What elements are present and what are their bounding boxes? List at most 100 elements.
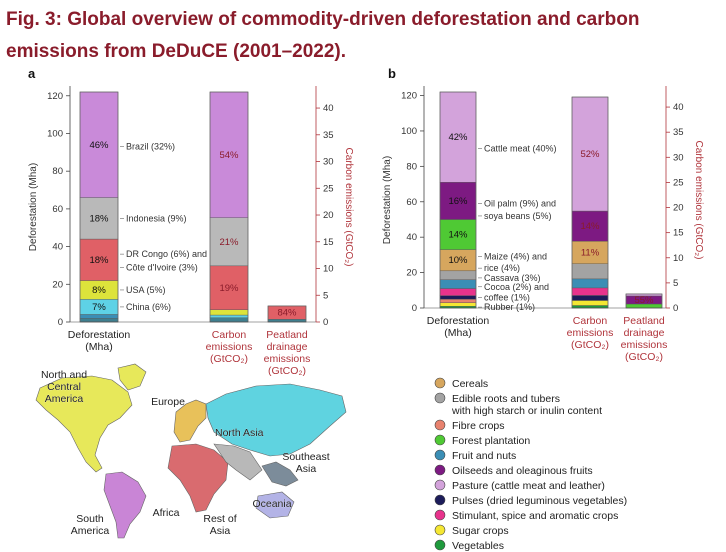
map-oceania — [255, 491, 295, 519]
map-southeast-asia — [261, 461, 299, 487]
bar-data-label: 21% — [219, 237, 239, 248]
x-category-label: emissions — [264, 353, 311, 365]
x-category-label: (GtCO₂) — [625, 351, 663, 363]
legend-label: Pasture (cattle meat and leather) — [452, 480, 605, 492]
legend-swatch — [434, 479, 446, 491]
bar-segment — [571, 210, 609, 242]
bar-segment — [439, 288, 477, 296]
legend-swatch — [434, 377, 446, 389]
figure-title: Fig. 3: Global overview of commodity-dri… — [6, 9, 640, 62]
x-category-label: Deforestation — [427, 315, 490, 327]
y-axis-title: Deforestation (Mha) — [28, 163, 39, 251]
annotation-label: China (6%) — [126, 302, 171, 312]
y2-tick-label: 20 — [323, 210, 334, 221]
legend-label: Sugar crops — [452, 525, 509, 537]
x-category-label: drainage — [267, 341, 308, 353]
bar-segment — [209, 317, 249, 323]
bar-data-label: 14% — [580, 221, 600, 232]
bar-segment — [79, 318, 119, 323]
legend-swatch — [434, 509, 446, 521]
bar-data-label: 84% — [277, 308, 297, 319]
legend-label: Oilseeds and oleaginous fruits — [452, 465, 593, 477]
bar-segment — [209, 217, 249, 267]
x-category-label: Deforestation — [68, 329, 131, 341]
x-category-label: Carbon — [573, 315, 608, 327]
map-region-label: Rest of — [203, 513, 236, 525]
bar-data-label: 8% — [92, 285, 106, 296]
bar-segment — [439, 298, 477, 303]
map-rest-of-asia — [213, 443, 263, 481]
y-tick-label: 60 — [52, 204, 63, 215]
y-tick-label: 60 — [406, 197, 417, 208]
legend-label: Fruit and nuts — [452, 450, 516, 462]
bar-data-label: 16% — [448, 196, 468, 207]
y2-axis-title: Carbon emissions (GtCO₂) — [693, 141, 704, 260]
x-category-label: emissions — [567, 327, 614, 339]
map-greenland — [117, 363, 147, 391]
map-region-label: South — [76, 513, 104, 525]
map-north-asia — [205, 383, 347, 457]
legend-swatch — [434, 539, 446, 551]
map-south-america — [103, 471, 147, 539]
y-tick-label: 120 — [401, 91, 417, 102]
bar-data-label: 42% — [448, 132, 468, 143]
legend-label: Fibre crops — [452, 420, 505, 432]
legend-label: Forest plantation — [452, 435, 530, 447]
annotation-label: soya beans (5%) — [484, 211, 552, 221]
annotation-label: Brazil (32%) — [126, 142, 175, 152]
y2-tick-label: 35 — [673, 127, 684, 138]
bar-segment — [79, 314, 119, 319]
map-region-label: Asia — [296, 463, 317, 475]
y2-tick-label: 25 — [323, 183, 334, 194]
bar-segment — [571, 300, 609, 306]
legend-swatch — [434, 449, 446, 461]
map-region-label: America — [71, 525, 110, 537]
y-tick-label: 40 — [52, 242, 63, 253]
y2-tick-label: 5 — [323, 290, 328, 301]
bar-segment — [209, 91, 249, 218]
x-category-label: drainage — [624, 327, 665, 339]
legend-label: Pulses (dried leguminous vegetables) — [452, 495, 627, 507]
legend-swatch — [434, 419, 446, 431]
x-category-label: (GtCO₂) — [571, 339, 609, 351]
bar-segment — [439, 182, 477, 220]
y2-tick-label: 15 — [673, 228, 684, 239]
y2-tick-label: 40 — [673, 102, 684, 113]
bar-segment — [267, 319, 307, 323]
y2-tick-label: 15 — [323, 237, 334, 248]
legend-label: Vegetables — [452, 540, 504, 552]
legend-swatch — [434, 464, 446, 476]
x-category-label: emissions — [206, 341, 253, 353]
map-region-label: America — [45, 393, 84, 405]
map-region-label: Oceania — [252, 498, 291, 510]
y2-tick-label: 30 — [673, 152, 684, 163]
annotation-label: coffee (1%) — [484, 292, 530, 302]
x-category-label: Peatland — [623, 315, 665, 327]
y2-tick-label: 10 — [323, 264, 334, 275]
annotation-label: Indonesia (9%) — [126, 213, 187, 223]
y2-axis-title: Carbon emissions (GtCO₂) — [343, 148, 354, 267]
y-tick-label: 100 — [401, 126, 417, 137]
bar-segment — [79, 91, 119, 198]
bar-segment — [571, 263, 609, 280]
x-category-label: (Mha) — [444, 327, 471, 339]
bar-data-label: 55% — [634, 295, 654, 306]
map-region-label: Europe — [151, 396, 185, 408]
bar-segment — [439, 279, 477, 289]
bar-segment — [209, 309, 249, 316]
panel-letter: a — [28, 66, 36, 81]
y-tick-label: 100 — [47, 128, 63, 139]
x-category-label: (GtCO₂) — [210, 353, 248, 365]
bar-data-label: 14% — [448, 230, 468, 241]
y2-tick-label: 5 — [673, 278, 678, 289]
legend-label: Stimulant, spice and aromatic crops — [452, 510, 618, 522]
x-category-label: Carbon — [212, 329, 247, 341]
x-category-label: emissions — [621, 339, 668, 351]
bar-segment — [439, 91, 477, 183]
y2-tick-label: 30 — [323, 157, 334, 168]
annotation-label: Oil palm (9%) and — [484, 199, 556, 209]
annotation-label: Côte d'Ivoire (3%) — [126, 262, 198, 272]
bar-segment — [439, 295, 477, 300]
